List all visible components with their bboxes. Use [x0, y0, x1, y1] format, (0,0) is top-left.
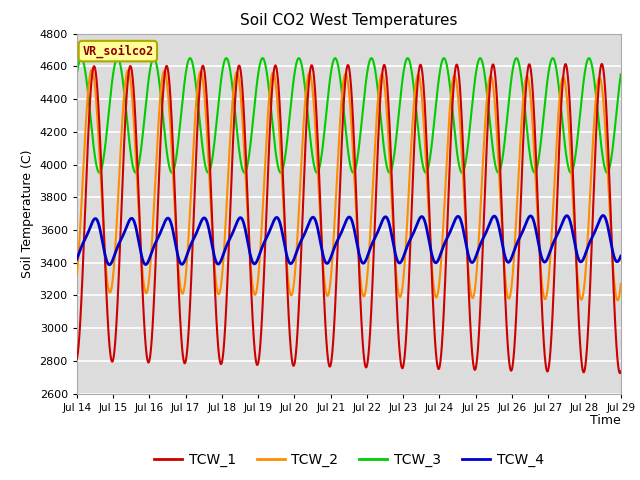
TCW_1 [617, 369, 625, 374]
TCW_3 [95, 170, 103, 176]
TCW_1 [616, 370, 624, 376]
Legend: TCW_1, TCW_2, TCW_3, TCW_4: TCW_1, TCW_2, TCW_3, TCW_4 [148, 447, 549, 473]
TCW_1 [598, 61, 605, 67]
Line: TCW_1: TCW_1 [77, 64, 621, 373]
TCW_4 [95, 224, 103, 229]
TCW_2 [339, 84, 347, 90]
TCW_1 [76, 335, 83, 340]
TCW_4 [106, 262, 113, 268]
Line: TCW_4: TCW_4 [77, 216, 621, 265]
TCW_3 [95, 170, 103, 176]
TCW_2 [617, 281, 625, 287]
TCW_1 [95, 120, 103, 126]
TCW_1 [180, 357, 188, 362]
TCW_1 [106, 341, 113, 347]
TCW_3 [106, 103, 113, 109]
Line: TCW_2: TCW_2 [77, 70, 621, 300]
X-axis label: Time: Time [590, 414, 621, 427]
TCW_4 [588, 235, 596, 240]
TCW_2 [588, 156, 596, 161]
TCW_2 [180, 289, 188, 295]
Text: VR_soilco2: VR_soilco2 [82, 44, 154, 58]
TCW_4 [617, 253, 625, 259]
Line: TCW_3: TCW_3 [77, 58, 621, 173]
TCW_4 [339, 226, 347, 232]
TCW_3 [617, 72, 625, 77]
TCW_4 [180, 260, 188, 266]
TCW_2 [106, 289, 113, 295]
TCW_2 [88, 67, 95, 72]
TCW_4 [599, 213, 607, 218]
Title: Soil CO2 West Temperatures: Soil CO2 West Temperatures [240, 13, 458, 28]
Y-axis label: Soil Temperature (C): Soil Temperature (C) [21, 149, 34, 278]
TCW_3 [150, 55, 157, 61]
TCW_4 [106, 262, 113, 268]
TCW_1 [339, 120, 347, 125]
TCW_1 [588, 236, 596, 241]
TCW_3 [339, 99, 347, 105]
TCW_3 [73, 72, 81, 77]
TCW_1 [73, 356, 81, 362]
TCW_3 [76, 59, 83, 64]
TCW_2 [95, 151, 103, 156]
TCW_2 [76, 240, 83, 246]
TCW_3 [180, 88, 188, 94]
TCW_4 [73, 256, 81, 262]
TCW_4 [76, 250, 83, 255]
TCW_2 [73, 273, 81, 278]
TCW_3 [588, 63, 596, 69]
TCW_2 [614, 298, 621, 303]
